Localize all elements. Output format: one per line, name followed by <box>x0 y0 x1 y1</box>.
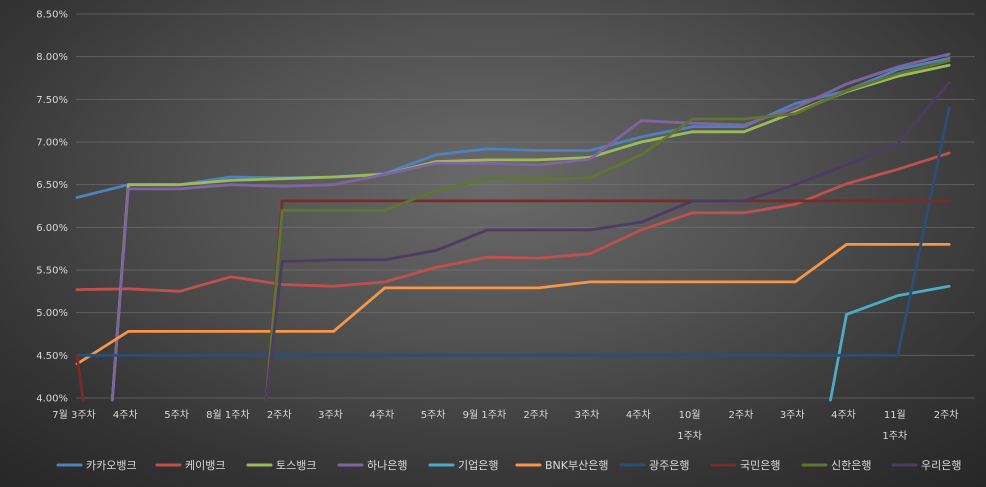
series-lines <box>75 52 951 402</box>
y-tick-label: 6.00% <box>36 223 68 234</box>
x-tick-label: 1주차 <box>882 430 907 442</box>
series-segment <box>75 242 951 366</box>
legend-label: 하나은행 <box>367 458 407 472</box>
series-segment <box>75 353 85 402</box>
x-tick-label: 2주차 <box>934 409 959 421</box>
series-line <box>110 52 951 402</box>
y-axis-tick-labels: 4.00% 4.50% 5.00% 5.50% 6.00% 6.50% 7.00% 7.50%… <box>36 10 68 405</box>
series-segment <box>110 63 951 402</box>
legend-label: 카카오뱅크 <box>86 459 137 472</box>
x-tick-label: 9월 1주차 <box>463 409 507 421</box>
x-tick-label: 10월 <box>679 409 701 421</box>
y-tick-label: 5.50% <box>36 266 68 277</box>
x-tick-label: 4주차 <box>626 409 651 421</box>
series-segment <box>264 199 951 402</box>
series-line <box>264 59 951 402</box>
x-tick-label: 2주차 <box>729 409 754 421</box>
legend-label: 국민은행 <box>740 459 780 472</box>
legend-label: 우리은행 <box>921 459 961 472</box>
x-tick-label: 5주차 <box>164 409 189 421</box>
series-line <box>75 242 951 366</box>
x-tick-label: 4주차 <box>369 409 394 421</box>
gridlines <box>76 13 975 399</box>
legend-label: 기업은행 <box>458 459 498 472</box>
y-tick-label: 4.00% <box>36 394 68 405</box>
x-tick-label: 4주차 <box>113 409 138 421</box>
legend-label: 토스뱅크 <box>276 459 316 472</box>
x-tick-label: 1주차 <box>677 430 702 442</box>
y-tick-label: 5.00% <box>36 308 68 319</box>
series-line <box>75 199 951 402</box>
series-segment <box>110 52 951 402</box>
series-segment <box>75 57 951 199</box>
legend-label: 신한은행 <box>831 459 871 472</box>
series-line <box>264 80 951 402</box>
y-tick-label: 8.50% <box>36 10 68 21</box>
series-line <box>110 63 951 402</box>
x-tick-label: 2주차 <box>523 409 548 421</box>
series-line <box>75 57 951 199</box>
series-line <box>829 284 951 402</box>
legend-label: 광주은행 <box>649 459 689 472</box>
series-segment <box>264 80 951 402</box>
x-tick-label: 8월 1주차 <box>206 409 250 421</box>
legend-label: BNK부산은행 <box>545 459 608 472</box>
series-segment <box>75 151 951 293</box>
x-tick-label: 3주차 <box>780 409 805 421</box>
x-tick-label: 2주차 <box>267 409 292 421</box>
x-tick-label: 3주차 <box>575 409 600 421</box>
y-tick-label: 6.50% <box>36 180 68 191</box>
x-tick-label: 11월 <box>884 409 906 421</box>
series-segment <box>264 59 951 402</box>
series-segment <box>75 106 951 357</box>
x-tick-label: 5주차 <box>421 409 446 421</box>
series-line <box>75 151 951 293</box>
x-tick-label: 7월 3주차 <box>52 409 96 421</box>
x-tick-label: 3주차 <box>318 409 343 421</box>
legend-label: 케이뱅크 <box>185 459 225 472</box>
x-tick-label: 4주차 <box>831 409 856 421</box>
series-segment <box>829 284 951 402</box>
y-tick-label: 7.50% <box>36 95 68 106</box>
legend: 카카오뱅크 케이뱅크 토스뱅크 하나은행 기업은행 BNK부산은행 광주은행 국민은행 신한은행… <box>56 458 961 472</box>
y-tick-label: 8.00% <box>36 52 68 63</box>
y-tick-label: 7.00% <box>36 138 68 149</box>
series-line <box>75 106 951 357</box>
x-axis-tick-labels: 7월 3주차 4주차 5주차 8월 1주차 2주차 3주차 4주차 5주차 9월 1주차 2주차 3… <box>52 409 958 442</box>
y-tick-label: 4.50% <box>36 351 68 362</box>
